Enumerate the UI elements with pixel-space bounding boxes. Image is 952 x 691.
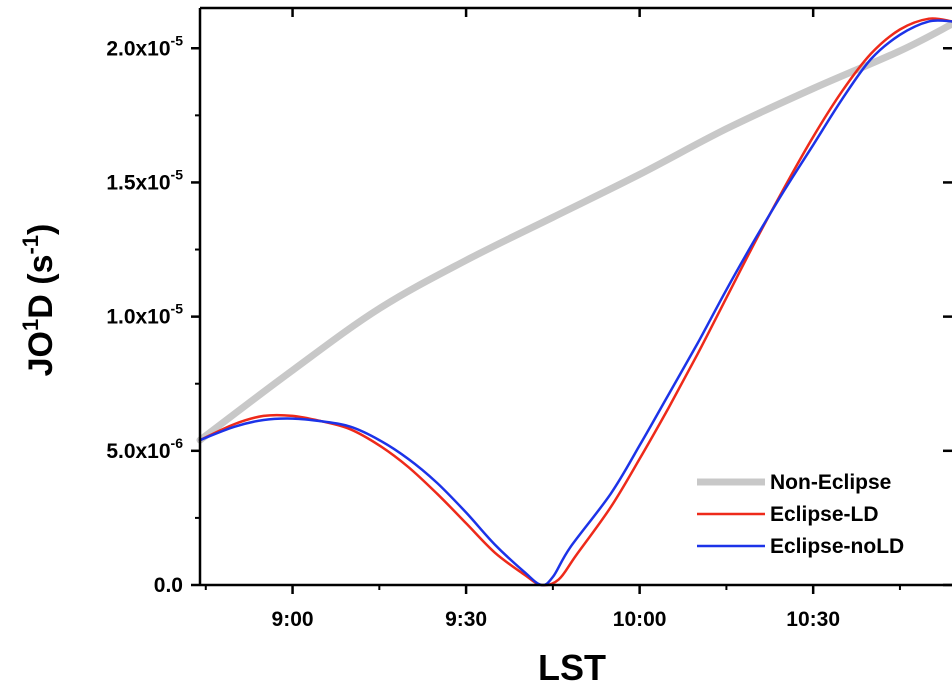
y-axis-title: JO1D (s-1) [18, 224, 60, 377]
x-tick-label: 9:00 [272, 608, 314, 631]
x-tick-label: 9:30 [445, 608, 487, 631]
x-tick-label: 10:00 [613, 608, 667, 631]
legend-label: Eclipse-noLD [770, 535, 904, 558]
x-tick-label: 10:30 [786, 608, 840, 631]
y-tick-label: 1.0x10-5 [106, 301, 183, 329]
x-axis-title: LST [538, 647, 606, 688]
series-line-eclipse-nold [198, 19, 952, 587]
legend-label: Eclipse-LD [770, 503, 879, 526]
y-tick-label: 5.0x10-6 [106, 435, 183, 463]
y-tick-label: 2.0x10-5 [106, 32, 183, 60]
y-tick-label: 0.0 [154, 574, 183, 597]
y-tick-label: 1.5x10-5 [106, 166, 183, 194]
legend-label: Non-Eclipse [770, 471, 891, 494]
series-line-non-eclipse [196, 20, 952, 444]
